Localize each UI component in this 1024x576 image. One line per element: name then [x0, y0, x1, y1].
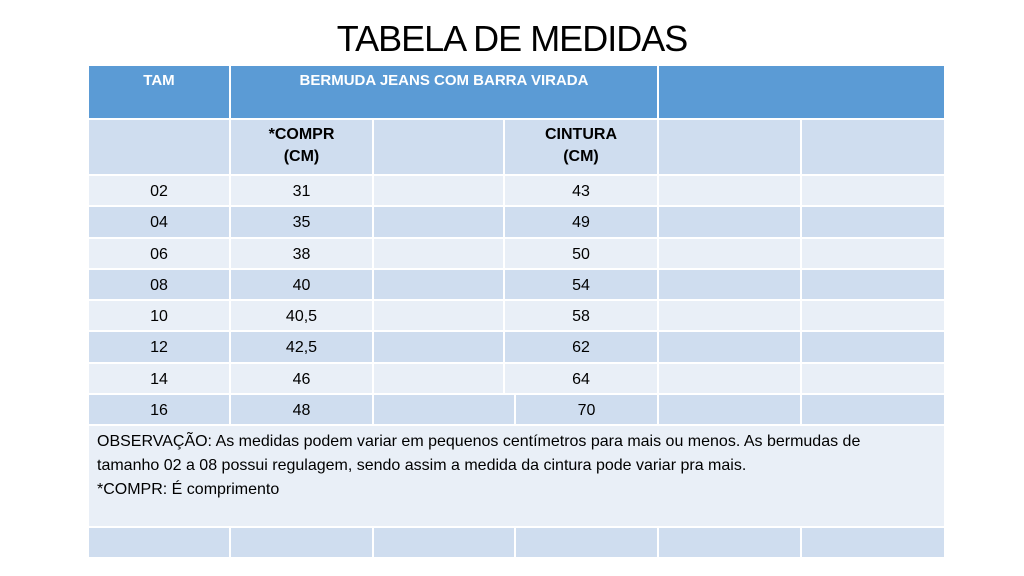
cell-empty — [659, 395, 802, 426]
cell-empty — [374, 176, 505, 207]
header-product: BERMUDA JEANS COM BARRA VIRADA — [231, 66, 659, 120]
footer-empty-4 — [516, 528, 659, 559]
cell-empty — [802, 301, 944, 332]
cell-empty — [374, 364, 505, 395]
cell-empty — [374, 270, 505, 301]
cell-cintura: 49 — [505, 207, 659, 239]
footer-empty-2 — [231, 528, 374, 559]
footer-empty-5 — [659, 528, 802, 559]
cell-empty — [374, 332, 505, 364]
cell-empty — [659, 270, 802, 301]
cell-empty — [659, 207, 802, 239]
cell-empty — [802, 395, 944, 426]
cell-cintura: 62 — [505, 332, 659, 364]
subheader-compr: *COMPR (CM) — [231, 120, 374, 176]
cell-cintura: 50 — [505, 239, 659, 270]
cell-tam: 08 — [89, 270, 231, 301]
observation-note: OBSERVAÇÃO: As medidas podem variar em p… — [89, 426, 944, 528]
footer-empty-3 — [374, 528, 516, 559]
cell-compr: 40,5 — [231, 301, 374, 332]
cell-cintura: 64 — [505, 364, 659, 395]
cell-compr: 42,5 — [231, 332, 374, 364]
subheader-cintura-line2: (CM) — [563, 148, 599, 165]
cell-empty — [802, 364, 944, 395]
cell-empty — [802, 270, 944, 301]
page-title: TABELA DE MEDIDAS — [336, 18, 688, 59]
cell-compr: 40 — [231, 270, 374, 301]
subheader-empty-tam — [89, 120, 231, 176]
cell-empty — [659, 239, 802, 270]
cell-tam: 06 — [89, 239, 231, 270]
subheader-empty-5 — [802, 120, 944, 176]
cell-empty — [802, 332, 944, 364]
cell-tam: 02 — [89, 176, 231, 207]
cell-tam: 16 — [89, 395, 231, 426]
cell-empty — [374, 301, 505, 332]
cell-tam: 14 — [89, 364, 231, 395]
cell-compr: 35 — [231, 207, 374, 239]
cell-empty — [659, 364, 802, 395]
cell-cintura: 70 — [516, 395, 659, 426]
footer-empty-6 — [802, 528, 944, 559]
header-tam: TAM — [89, 66, 231, 120]
note-line1: OBSERVAÇÃO: As medidas podem variar em p… — [97, 433, 861, 450]
cell-compr: 48 — [231, 395, 374, 426]
subheader-empty-2 — [374, 120, 505, 176]
cell-tam: 04 — [89, 207, 231, 239]
size-table: TAM BERMUDA JEANS COM BARRA VIRADA *COMP… — [89, 66, 944, 559]
header-empty — [659, 66, 944, 120]
cell-empty — [374, 395, 516, 426]
subheader-compr-line1: *COMPR — [268, 126, 335, 143]
cell-empty — [374, 207, 505, 239]
cell-empty — [659, 301, 802, 332]
subheader-cintura: CINTURA (CM) — [505, 120, 659, 176]
subheader-compr-line2: (CM) — [283, 148, 320, 165]
cell-empty — [659, 176, 802, 207]
subheader-empty-4 — [659, 120, 802, 176]
note-line2: tamanho 02 a 08 possui regulagem, sendo … — [97, 457, 747, 474]
cell-empty — [659, 332, 802, 364]
cell-compr: 46 — [231, 364, 374, 395]
cell-tam: 12 — [89, 332, 231, 364]
cell-empty — [802, 239, 944, 270]
cell-cintura: 54 — [505, 270, 659, 301]
cell-empty — [802, 207, 944, 239]
cell-cintura: 43 — [505, 176, 659, 207]
footer-empty-1 — [89, 528, 231, 559]
cell-empty — [802, 176, 944, 207]
cell-cintura: 58 — [505, 301, 659, 332]
cell-compr: 31 — [231, 176, 374, 207]
cell-empty — [374, 239, 505, 270]
cell-compr: 38 — [231, 239, 374, 270]
note-line3: *COMPR: É comprimento — [97, 481, 280, 498]
cell-tam: 10 — [89, 301, 231, 332]
subheader-cintura-line1: CINTURA — [545, 126, 617, 143]
